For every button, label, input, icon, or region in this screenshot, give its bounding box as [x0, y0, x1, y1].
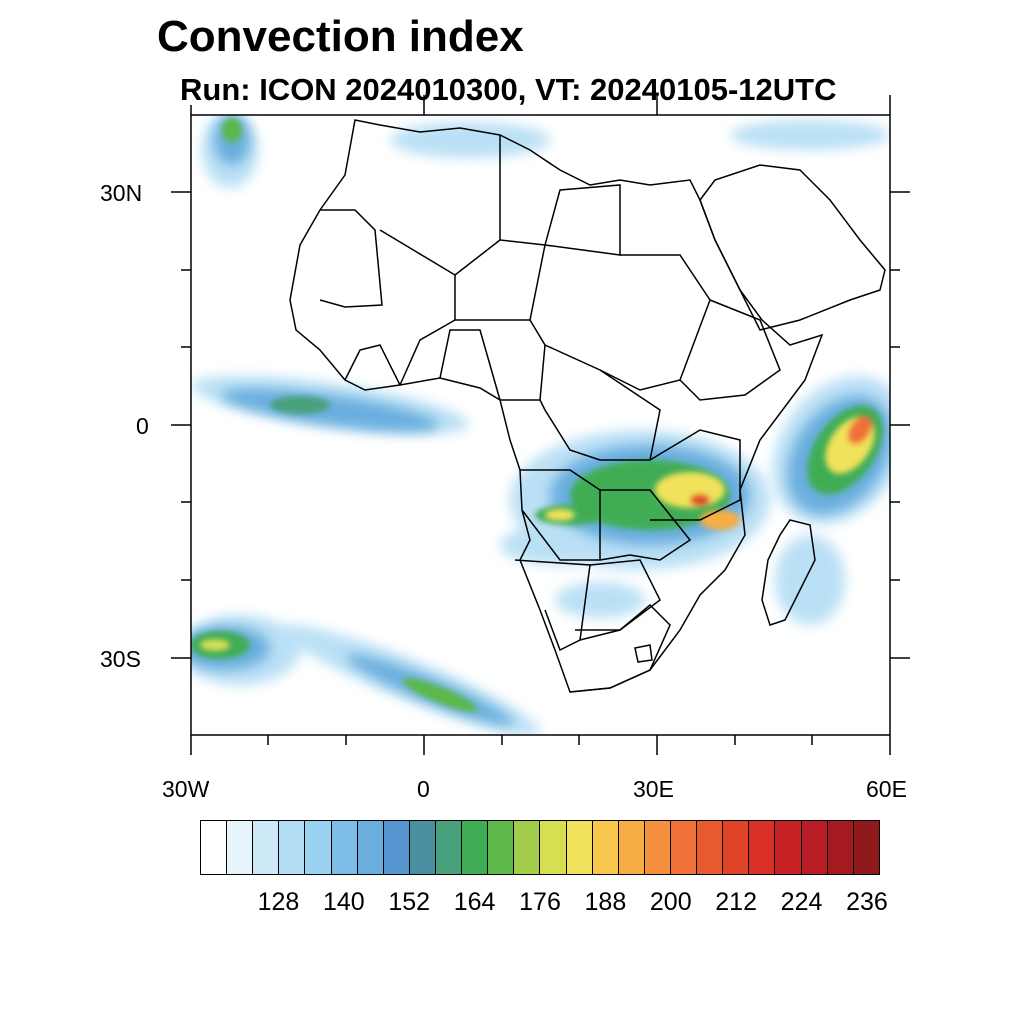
colorbar-label: 200 — [649, 888, 692, 916]
colorbar-swatch — [201, 821, 228, 874]
colorbar-swatch — [749, 821, 776, 874]
colorbar — [200, 820, 880, 875]
colorbar-swatch — [488, 821, 515, 874]
coastlines — [289, 119, 886, 693]
colorbar-label: 140 — [322, 888, 365, 916]
colorbar-swatch — [462, 821, 489, 874]
axis-ticks — [171, 95, 910, 755]
lon-label-60e: 60E — [866, 776, 907, 802]
lon-label-0: 0 — [417, 776, 430, 802]
lon-label-30w: 30W — [162, 776, 210, 802]
colorbar-swatch — [409, 821, 436, 874]
colorbar-swatch — [227, 821, 254, 874]
convection-field — [191, 115, 890, 735]
colorbar-swatch — [514, 821, 541, 874]
colorbar-swatch — [566, 821, 593, 874]
chart-subtitle: Run: ICON 2024010300, VT: 20240105-12UTC — [180, 72, 837, 107]
colorbar-swatch — [305, 821, 332, 874]
lat-label-30s: 30S — [100, 646, 141, 672]
colorbar-label: 176 — [519, 888, 561, 916]
colorbar-label: 188 — [584, 888, 627, 916]
colorbar-label: 128 — [257, 888, 300, 916]
colorbar-swatch — [435, 821, 463, 874]
colorbar-swatch — [331, 821, 358, 874]
colorbar-swatch — [827, 821, 854, 874]
colorbar-swatch — [357, 821, 384, 874]
colorbar-label: 224 — [780, 888, 823, 916]
colorbar-swatch — [383, 821, 410, 874]
colorbar-swatch — [801, 821, 828, 874]
colorbar-swatch — [253, 821, 280, 874]
colorbar-swatch — [540, 821, 567, 874]
colorbar-swatch — [853, 821, 879, 874]
colorbar-swatch — [279, 821, 306, 874]
colorbar-label: 164 — [453, 888, 496, 916]
colorbar-swatch — [670, 821, 698, 874]
colorbar-swatch — [697, 821, 724, 874]
lat-label-0: 0 — [136, 413, 149, 439]
colorbar-swatch — [723, 821, 750, 874]
lon-label-30e: 30E — [633, 776, 674, 802]
colorbar-swatch — [775, 821, 802, 874]
colorbar-swatch — [592, 821, 619, 874]
colorbar-swatch — [618, 821, 645, 874]
colorbar-swatch — [644, 821, 671, 874]
colorbar-label: 236 — [846, 888, 888, 916]
lat-label-30n: 30N — [100, 180, 143, 206]
chart-title: Convection index — [157, 12, 524, 61]
colorbar-label: 212 — [715, 888, 757, 916]
colorbar-label: 152 — [388, 888, 431, 916]
